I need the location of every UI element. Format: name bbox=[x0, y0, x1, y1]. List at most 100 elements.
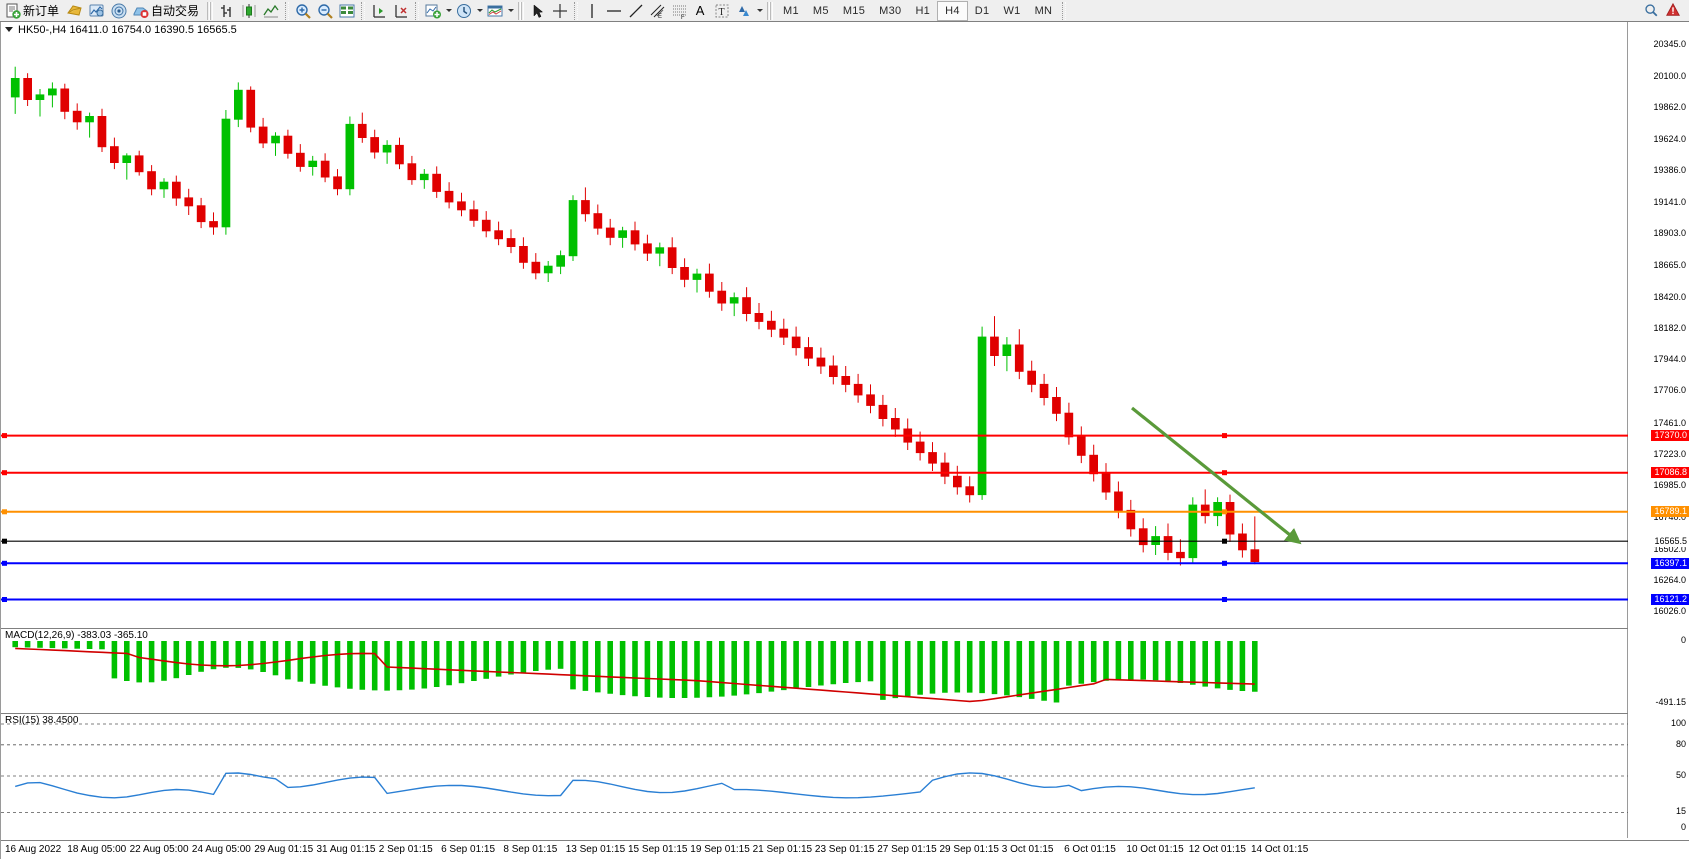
templates-button[interactable] bbox=[484, 1, 506, 21]
price-tick: 16985.0 bbox=[1653, 480, 1686, 491]
crosshair-button[interactable] bbox=[549, 1, 571, 21]
toolbar-right-group bbox=[1641, 1, 1689, 21]
timeframe-h1[interactable]: H1 bbox=[915, 4, 931, 17]
timeframe-mn[interactable]: MN bbox=[1034, 4, 1053, 17]
horizontal-line-button[interactable] bbox=[603, 1, 625, 21]
text-label-button[interactable]: T bbox=[711, 1, 733, 21]
downtrend-arrow-annotation[interactable] bbox=[1, 37, 1628, 634]
toolbar-separator-3 bbox=[415, 1, 420, 20]
time-tick: 12 Oct 01:15 bbox=[1188, 844, 1246, 855]
fibonacci-button[interactable]: F bbox=[669, 1, 691, 21]
market-watch-button[interactable] bbox=[108, 1, 130, 21]
rsi-pane-separator bbox=[1, 713, 1628, 714]
timeframe-m1[interactable]: M1 bbox=[783, 4, 799, 17]
zoom-in-icon bbox=[294, 2, 312, 20]
equidistant-channel-button[interactable]: E bbox=[647, 1, 669, 21]
text-button[interactable]: A bbox=[691, 1, 711, 21]
add-indicator-dropdown[interactable] bbox=[444, 2, 453, 20]
arrows-dropdown[interactable] bbox=[755, 2, 764, 20]
time-tick: 27 Sep 01:15 bbox=[877, 844, 937, 855]
macd-label: MACD(12,26,9) -383.03 -365.10 bbox=[5, 630, 148, 641]
time-tick: 29 Sep 01:15 bbox=[939, 844, 1000, 855]
chart-window[interactable]: HK50-,H4 16411.0 16754.0 16390.5 16565.5… bbox=[0, 22, 1689, 859]
rsi-scale-tick: 15 bbox=[1675, 806, 1686, 817]
line-chart-button[interactable] bbox=[260, 1, 282, 21]
chart-menu-caret-icon[interactable] bbox=[5, 27, 13, 32]
trend-arrow-line[interactable] bbox=[1130, 406, 1302, 545]
candlestick-plot[interactable] bbox=[1, 37, 1628, 634]
macd-plot[interactable] bbox=[1, 629, 1628, 712]
timeframe-d1[interactable]: D1 bbox=[974, 4, 990, 17]
auto-trading-icon bbox=[132, 2, 150, 20]
price-level-lines[interactable] bbox=[1, 37, 1628, 634]
data-window-button[interactable] bbox=[64, 1, 86, 21]
time-tick: 14 Oct 01:15 bbox=[1251, 844, 1309, 855]
chart-title: HK50-,H4 16411.0 16754.0 16390.5 16565.5 bbox=[18, 23, 237, 36]
text-icon: A bbox=[695, 3, 705, 18]
arrows-button[interactable] bbox=[733, 1, 755, 21]
price-tick: 17944.0 bbox=[1653, 354, 1686, 365]
period-dropdown[interactable] bbox=[475, 2, 484, 20]
timeframe-m15[interactable]: M15 bbox=[842, 4, 866, 17]
price-tick: 18665.0 bbox=[1653, 259, 1686, 270]
main-toolbar: 新订单 bbox=[0, 0, 1689, 22]
time-tick: 22 Aug 05:00 bbox=[129, 844, 189, 855]
bar-chart-button[interactable] bbox=[216, 1, 238, 21]
toolbar-grip-3[interactable] bbox=[767, 1, 774, 20]
rsi-scale-tick: 0 bbox=[1680, 822, 1686, 832]
toolbar-separator-4 bbox=[574, 1, 579, 20]
new-order-icon bbox=[4, 2, 22, 20]
add-indicator-button[interactable] bbox=[422, 1, 444, 21]
horizontal-line-icon bbox=[605, 2, 623, 20]
trendline-button[interactable] bbox=[625, 1, 647, 21]
rsi-plot[interactable] bbox=[1, 714, 1628, 837]
navigator-button[interactable] bbox=[86, 1, 108, 21]
time-axis[interactable]: 16 Aug 2022 18 Aug 05:00 22 Aug 05:00 24 Au… bbox=[1, 840, 1689, 859]
toolbar-separator-2 bbox=[361, 1, 366, 20]
templates-dropdown[interactable] bbox=[506, 2, 515, 20]
price-tick: 16502.0 bbox=[1653, 543, 1686, 554]
chart-shift-button[interactable] bbox=[368, 1, 390, 21]
auto-scroll-button[interactable] bbox=[390, 1, 412, 21]
new-order-button[interactable]: 新订单 bbox=[2, 1, 64, 21]
price-tick: 19141.0 bbox=[1653, 197, 1686, 208]
toolbar-grip-2[interactable] bbox=[518, 1, 525, 20]
search-button[interactable] bbox=[1641, 1, 1663, 21]
candlestick-chart-button[interactable] bbox=[238, 1, 260, 21]
price-tag-resistance[interactable]: 17370.0 bbox=[1651, 430, 1689, 442]
search-icon bbox=[1643, 2, 1661, 20]
time-tick: 2 Sep 01:15 bbox=[378, 844, 433, 855]
zoom-in-button[interactable] bbox=[292, 1, 314, 21]
auto-trading-button[interactable]: 自动交易 bbox=[130, 1, 204, 21]
price-tick: 18182.0 bbox=[1653, 322, 1686, 333]
price-tag-pivot[interactable]: 16789.1 bbox=[1651, 506, 1689, 518]
tile-windows-icon bbox=[338, 2, 356, 20]
timeframe-m30[interactable]: M30 bbox=[879, 4, 902, 17]
auto-scroll-icon bbox=[392, 2, 410, 20]
macd-scale-tick: -491.15 bbox=[1655, 697, 1686, 707]
period-button[interactable] bbox=[453, 1, 475, 21]
price-tag-support[interactable]: 16121.2 bbox=[1651, 594, 1689, 605]
time-tick: 8 Sep 01:15 bbox=[503, 844, 558, 855]
price-tag-support[interactable]: 16397.1 bbox=[1651, 557, 1689, 569]
zoom-out-button[interactable] bbox=[314, 1, 336, 21]
time-tick: 6 Sep 01:15 bbox=[441, 844, 496, 855]
svg-text:F: F bbox=[681, 15, 685, 20]
data-window-icon bbox=[66, 2, 84, 20]
timeframe-w1[interactable]: W1 bbox=[1003, 4, 1021, 17]
timeframe-h4[interactable]: H4 bbox=[937, 0, 968, 21]
vertical-line-button[interactable] bbox=[581, 1, 603, 21]
tile-windows-button[interactable] bbox=[336, 1, 358, 21]
bar-chart-icon bbox=[218, 2, 236, 20]
price-tag-resistance[interactable]: 17086.8 bbox=[1651, 467, 1689, 479]
timeframe-m5[interactable]: M5 bbox=[812, 4, 829, 17]
time-tick: 6 Oct 01:15 bbox=[1064, 844, 1116, 855]
toolbar-separator-1 bbox=[285, 1, 290, 20]
price-axis[interactable]: 20345.0 20100.0 19862.0 19624.0 19386.0 19141… bbox=[1627, 22, 1689, 838]
alert-button[interactable] bbox=[1663, 1, 1685, 21]
svg-text:T: T bbox=[719, 7, 725, 18]
candlestick-chart-icon bbox=[240, 2, 258, 20]
price-tag-last-price[interactable]: 16565.5 bbox=[1651, 535, 1689, 547]
cursor-button[interactable] bbox=[527, 1, 549, 21]
toolbar-grip-1[interactable] bbox=[207, 1, 214, 20]
